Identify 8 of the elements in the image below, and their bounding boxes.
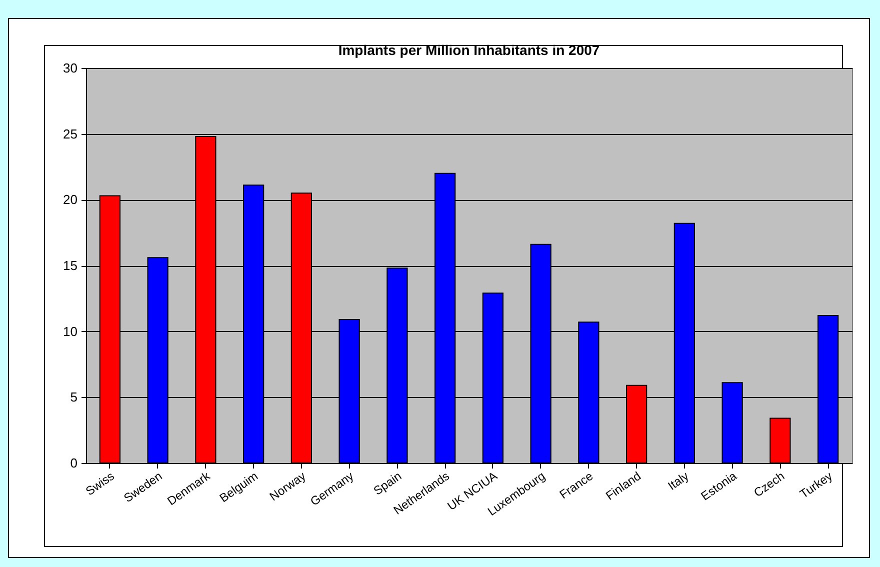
y-tick-label: 20: [63, 192, 78, 208]
x-tick-label: Italy: [665, 468, 692, 493]
y-tick-label: 30: [63, 60, 78, 76]
y-tick-label: 15: [63, 258, 78, 273]
y-tick-label: 10: [63, 324, 78, 339]
y-tick-label: 5: [70, 390, 78, 405]
y-tick-label: 25: [63, 126, 78, 142]
y-tick-label: 0: [70, 456, 78, 470]
